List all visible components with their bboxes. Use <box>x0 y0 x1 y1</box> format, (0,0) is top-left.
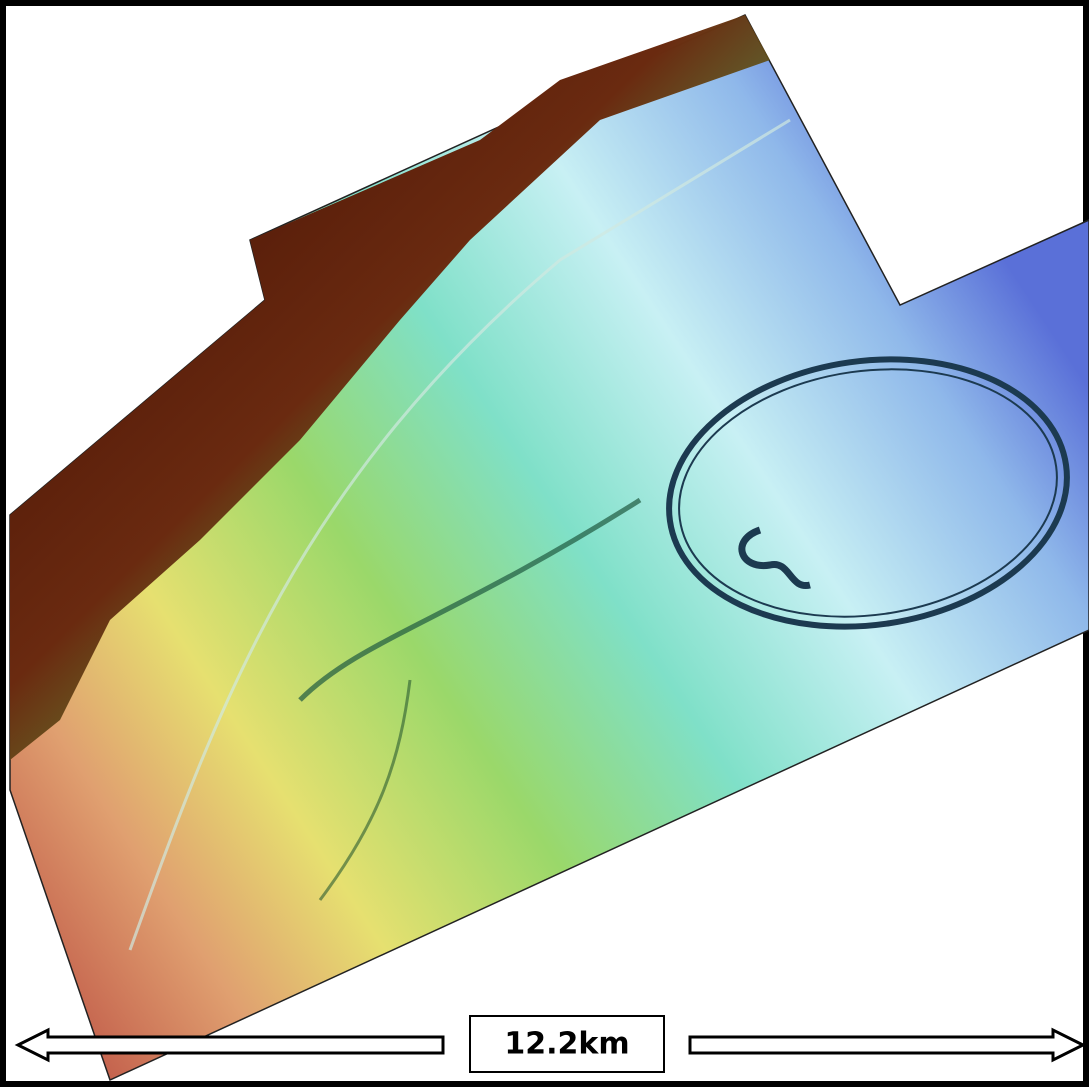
scale-label-box <box>469 1015 665 1073</box>
scale-arrow-right <box>688 1027 1087 1063</box>
track-loop <box>738 526 811 589</box>
drainage <box>298 497 642 702</box>
test-track <box>678 368 1058 618</box>
test-track <box>666 356 1070 630</box>
scale-arrow-left <box>14 1027 445 1063</box>
ridge <box>10 15 770 760</box>
drainage <box>318 679 412 901</box>
scale-label: 12.2km <box>504 1027 629 1062</box>
road <box>128 118 791 951</box>
